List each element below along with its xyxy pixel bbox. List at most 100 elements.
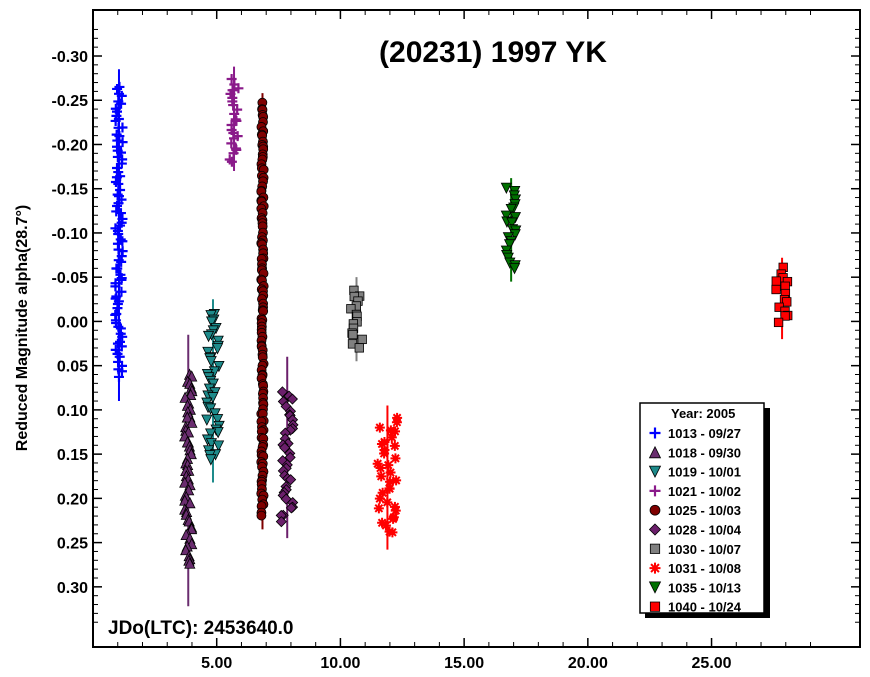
y-tick-label: 0.20 <box>57 491 88 508</box>
y-tick-label: 0.15 <box>57 447 88 464</box>
axes: 5.00 10.00 15.00 20.00 25.00 -0.30 -0.25 -0.20 -… <box>52 10 860 672</box>
data-point <box>184 557 196 569</box>
x-tick-label: 15.00 <box>444 655 484 672</box>
data-point <box>112 83 123 94</box>
legend-marker <box>649 543 661 554</box>
data-point <box>202 346 214 359</box>
data-point <box>385 467 396 478</box>
legend-item: 1019 - 10/01 <box>648 465 741 480</box>
legend-label: 1018 - 09/30 <box>668 445 741 460</box>
data-point <box>117 331 128 342</box>
legend-marker <box>649 427 661 439</box>
data-point <box>207 392 219 404</box>
data-point <box>185 388 197 401</box>
data-point <box>113 178 124 189</box>
data-point <box>110 115 121 126</box>
y-tick-label: -0.05 <box>52 270 89 287</box>
data-point <box>212 427 224 439</box>
data-point <box>383 460 394 471</box>
legend-marker <box>649 485 661 497</box>
data-point <box>226 138 237 149</box>
legend-label: 1021 - 10/02 <box>668 484 741 499</box>
data-point <box>256 510 267 521</box>
data-point <box>391 475 402 486</box>
legend-item: 1030 - 10/07 <box>649 542 741 557</box>
data-point <box>380 520 391 531</box>
series-1 <box>110 69 128 402</box>
legend-item: 1018 - 09/30 <box>648 445 741 460</box>
legend-label: 1035 - 10/13 <box>668 580 741 595</box>
y-tick-label: -0.10 <box>52 226 89 243</box>
y-tick-label: 0.05 <box>57 359 88 376</box>
data-point <box>205 316 218 328</box>
series-6 <box>275 356 299 539</box>
series-2 <box>179 334 198 607</box>
data-point <box>509 212 522 224</box>
data-point <box>116 341 127 352</box>
series-7 <box>346 277 367 362</box>
data-point <box>113 229 124 240</box>
legend-label: 1013 - 09/27 <box>668 426 741 441</box>
data-point <box>506 217 518 229</box>
data-point <box>285 502 297 514</box>
data-point <box>209 408 221 420</box>
data-point <box>354 343 364 353</box>
data-point <box>204 428 217 440</box>
data-point <box>390 505 401 516</box>
data-point <box>388 513 399 524</box>
data-point <box>387 527 398 538</box>
legend-label: 1030 - 10/07 <box>668 542 741 557</box>
data-point <box>211 414 224 426</box>
data-point <box>205 454 217 466</box>
y-tick-label: -0.25 <box>52 93 89 110</box>
data-point <box>379 448 390 459</box>
data-point <box>384 483 395 494</box>
legend: Year: 2005 1013 - 09/27 1018 - 09/30 1019 … <box>639 402 770 618</box>
series-3 <box>201 299 225 483</box>
data-point <box>286 393 298 405</box>
data-point <box>390 426 401 437</box>
data-point <box>202 330 215 343</box>
data-point <box>201 414 213 426</box>
y-tick-label: -0.20 <box>52 137 89 154</box>
data-point <box>117 137 128 148</box>
data-point <box>508 263 521 275</box>
data-point <box>773 317 784 328</box>
data-point <box>116 256 127 267</box>
data-point <box>113 371 124 382</box>
data-point <box>346 304 356 314</box>
data-point <box>116 98 127 109</box>
data-point <box>112 303 123 314</box>
x-tick-label: 10.00 <box>320 655 360 672</box>
legend-item: 1031 - 10/08 <box>649 561 741 576</box>
data-point <box>228 148 239 159</box>
data-point <box>211 343 224 355</box>
series-8 <box>372 405 403 550</box>
y-axis-label: Reduced Magnitude alpha(28.7°) <box>14 205 31 451</box>
legend-label: 1040 - 10/24 <box>668 600 742 615</box>
data-point <box>500 210 512 222</box>
data-point <box>229 108 240 119</box>
data-point <box>181 411 193 423</box>
data-point <box>377 487 388 498</box>
data-point <box>384 476 395 487</box>
series-5 <box>256 93 269 530</box>
data-point <box>233 83 244 94</box>
data-point <box>110 281 121 292</box>
x-tick-label: 25.00 <box>692 655 732 672</box>
legend-marker <box>648 581 662 594</box>
data-point <box>348 329 358 340</box>
data-point <box>373 503 384 514</box>
data-point <box>116 274 127 285</box>
y-tick-label: 0.00 <box>57 314 88 331</box>
legend-marker <box>649 562 661 574</box>
data-point <box>116 286 127 297</box>
data-point <box>114 351 125 362</box>
legend-box <box>639 402 765 614</box>
legend-label: 1025 - 10/03 <box>668 503 741 518</box>
y-tick-label: 0.10 <box>57 403 88 420</box>
legend-item: 1013 - 09/27 <box>649 426 741 441</box>
series-10 <box>771 257 793 340</box>
data-point <box>115 336 126 347</box>
legend-label: 1019 - 10/01 <box>668 465 741 480</box>
